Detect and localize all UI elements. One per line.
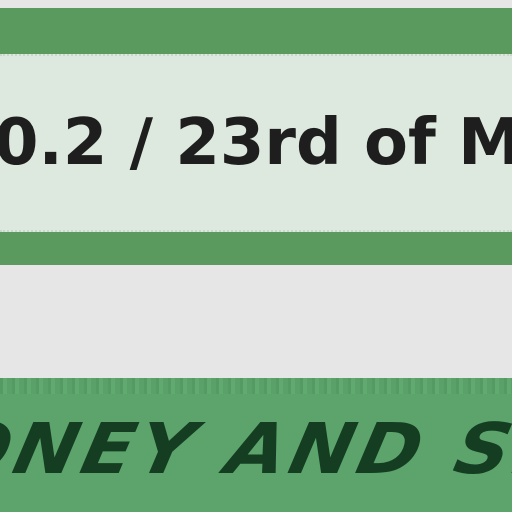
version-band: 0.2 / 23rd of M: [0, 8, 512, 265]
version-panel: 0.2 / 23rd of M: [0, 54, 512, 232]
top-gap: [0, 0, 512, 8]
banner-brush-edge: [0, 378, 512, 394]
banner-title: ONEY AND SH: [0, 407, 512, 490]
version-heading: 0.2 / 23rd of M: [0, 106, 512, 180]
title-banner: ONEY AND SH: [0, 378, 512, 512]
